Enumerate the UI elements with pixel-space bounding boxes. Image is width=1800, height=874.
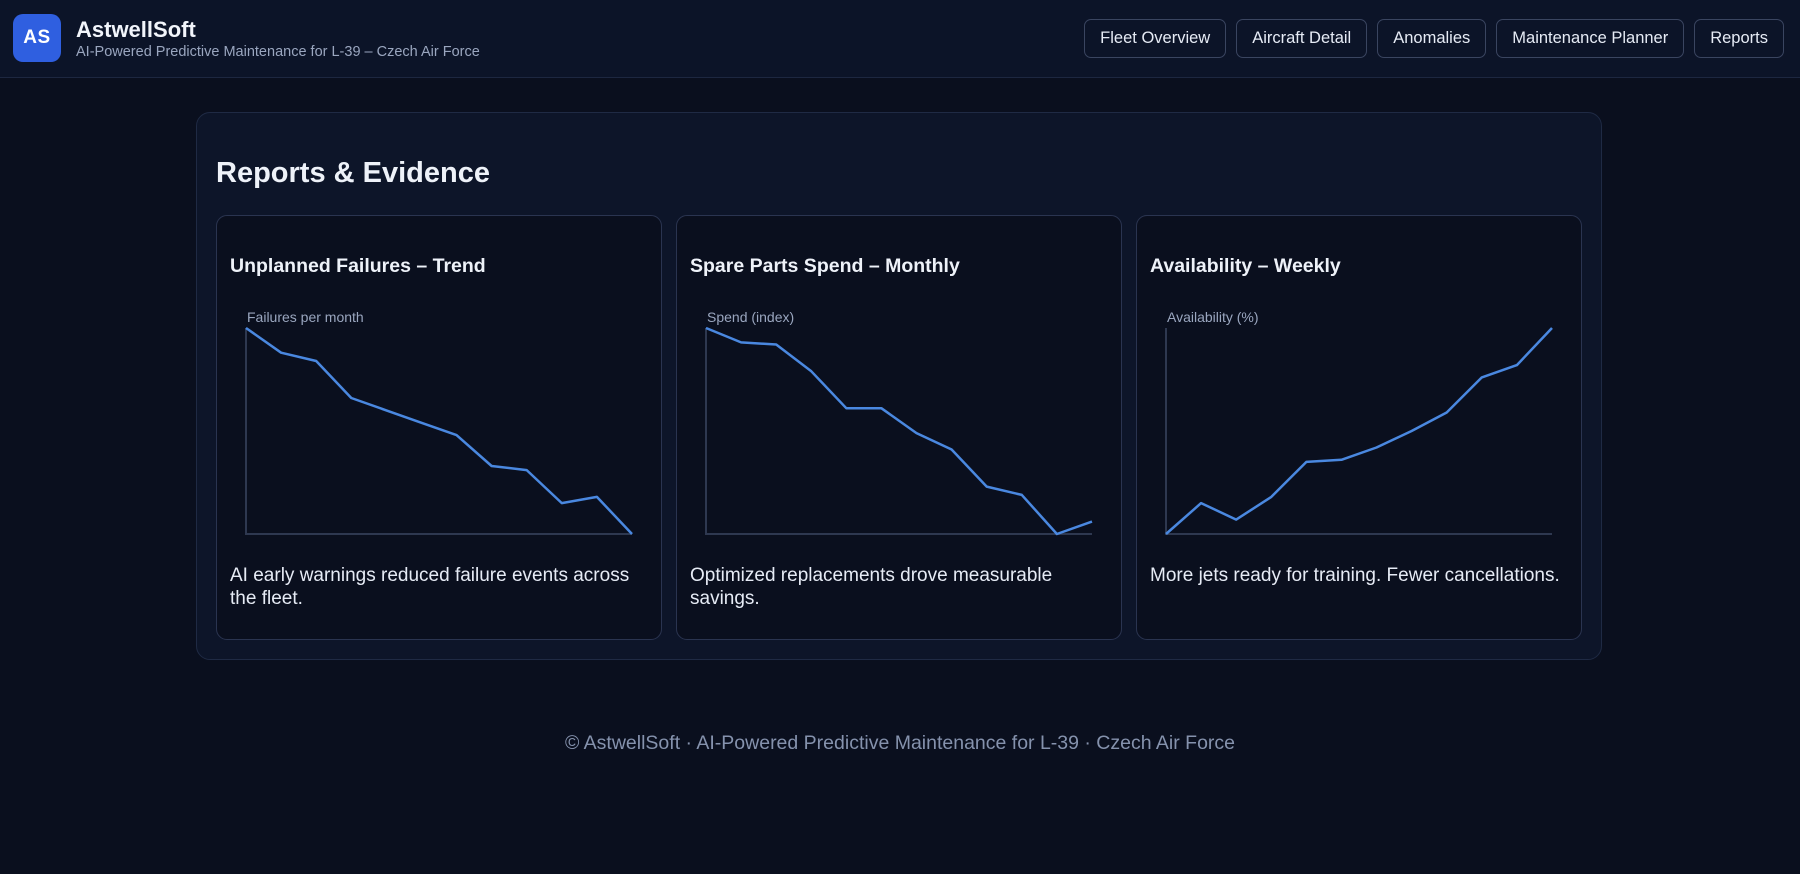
card-title: Unplanned Failures – Trend	[230, 255, 486, 277]
y-axis-label: Spend (index)	[707, 309, 794, 325]
failures-trend-chart: Failures per month	[245, 309, 633, 535]
footer: © AstwellSoft · AI-Powered Predictive Ma…	[564, 732, 1236, 754]
series-line	[1165, 327, 1553, 535]
card-availability: Availability – Weekly Availability (%) M…	[1136, 215, 1582, 640]
card-title: Spare Parts Spend – Monthly	[690, 255, 960, 277]
nav-fleet-overview[interactable]: Fleet Overview	[1084, 19, 1227, 58]
y-axis-label: Availability (%)	[1167, 309, 1259, 325]
brand-name: AstwellSoft	[76, 17, 196, 42]
card-unplanned-failures: Unplanned Failures – Trend Failures per …	[216, 215, 662, 640]
reports-panel: Reports & Evidence Unplanned Failures – …	[196, 112, 1602, 660]
availability-weekly-chart: Availability (%)	[1165, 309, 1553, 535]
chart-axis	[1165, 328, 1552, 535]
chart-axis	[245, 328, 632, 535]
nav-maintenance-planner[interactable]: Maintenance Planner	[1496, 19, 1685, 58]
card-spare-parts-spend: Spare Parts Spend – Monthly Spend (index…	[676, 215, 1122, 640]
spend-monthly-chart: Spend (index)	[705, 309, 1093, 536]
chart-axis	[705, 328, 1092, 535]
series-line	[245, 326, 633, 535]
card-description: Optimized replacements drove measurable …	[690, 565, 1053, 609]
series-line	[705, 326, 1093, 536]
logo: AS	[13, 14, 61, 62]
nav-reports[interactable]: Reports	[1694, 19, 1784, 58]
card-description: AI early warnings reduced failure events…	[230, 565, 630, 609]
brand-subtitle: AI-Powered Predictive Maintenance for L-…	[76, 44, 480, 60]
y-axis-label: Failures per month	[247, 309, 364, 325]
top-bar: AS AstwellSoft AI-Powered Predictive Mai…	[0, 0, 1800, 78]
card-description: More jets ready for training. Fewer canc…	[1150, 565, 1560, 586]
nav-aircraft-detail[interactable]: Aircraft Detail	[1236, 19, 1368, 58]
nav-anomalies[interactable]: Anomalies	[1377, 19, 1487, 58]
card-title: Availability – Weekly	[1150, 255, 1341, 277]
main-nav: Fleet Overview Aircraft Detail Anomalies…	[1084, 19, 1784, 58]
page-title: Reports & Evidence	[216, 157, 490, 189]
